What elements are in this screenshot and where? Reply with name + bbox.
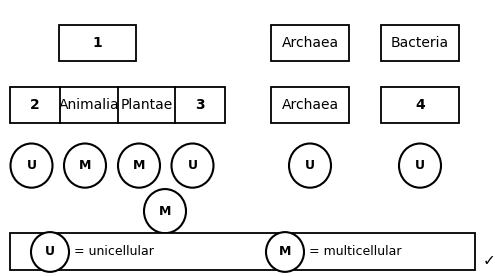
Text: U: U [415, 159, 425, 172]
Text: Animalia: Animalia [58, 98, 119, 112]
Text: M: M [133, 159, 145, 172]
FancyBboxPatch shape [382, 25, 459, 61]
Text: 2: 2 [30, 98, 40, 112]
Text: 3: 3 [195, 98, 205, 112]
Text: Bacteria: Bacteria [391, 36, 449, 50]
Text: Plantae: Plantae [120, 98, 172, 112]
Text: M: M [79, 159, 91, 172]
Text: 4: 4 [415, 98, 425, 112]
Ellipse shape [10, 144, 52, 188]
Text: U: U [26, 159, 36, 172]
FancyBboxPatch shape [59, 25, 136, 61]
Text: U: U [188, 159, 198, 172]
Ellipse shape [144, 189, 186, 233]
Ellipse shape [399, 144, 441, 188]
Text: Archaea: Archaea [282, 36, 339, 50]
FancyBboxPatch shape [10, 87, 225, 123]
Ellipse shape [266, 232, 304, 272]
Ellipse shape [118, 144, 160, 188]
Text: ✓: ✓ [482, 253, 496, 268]
FancyBboxPatch shape [10, 233, 475, 270]
FancyBboxPatch shape [382, 87, 459, 123]
Text: Archaea: Archaea [282, 98, 339, 112]
Text: = multicellular: = multicellular [309, 245, 402, 259]
Ellipse shape [64, 144, 106, 188]
FancyBboxPatch shape [271, 87, 349, 123]
FancyBboxPatch shape [271, 25, 349, 61]
Text: U: U [45, 245, 55, 259]
Ellipse shape [289, 144, 331, 188]
Ellipse shape [172, 144, 213, 188]
Text: U: U [305, 159, 315, 172]
Text: = unicellular: = unicellular [74, 245, 154, 259]
Text: 1: 1 [92, 36, 102, 50]
Text: M: M [279, 245, 291, 259]
Text: M: M [159, 205, 171, 218]
Ellipse shape [31, 232, 69, 272]
